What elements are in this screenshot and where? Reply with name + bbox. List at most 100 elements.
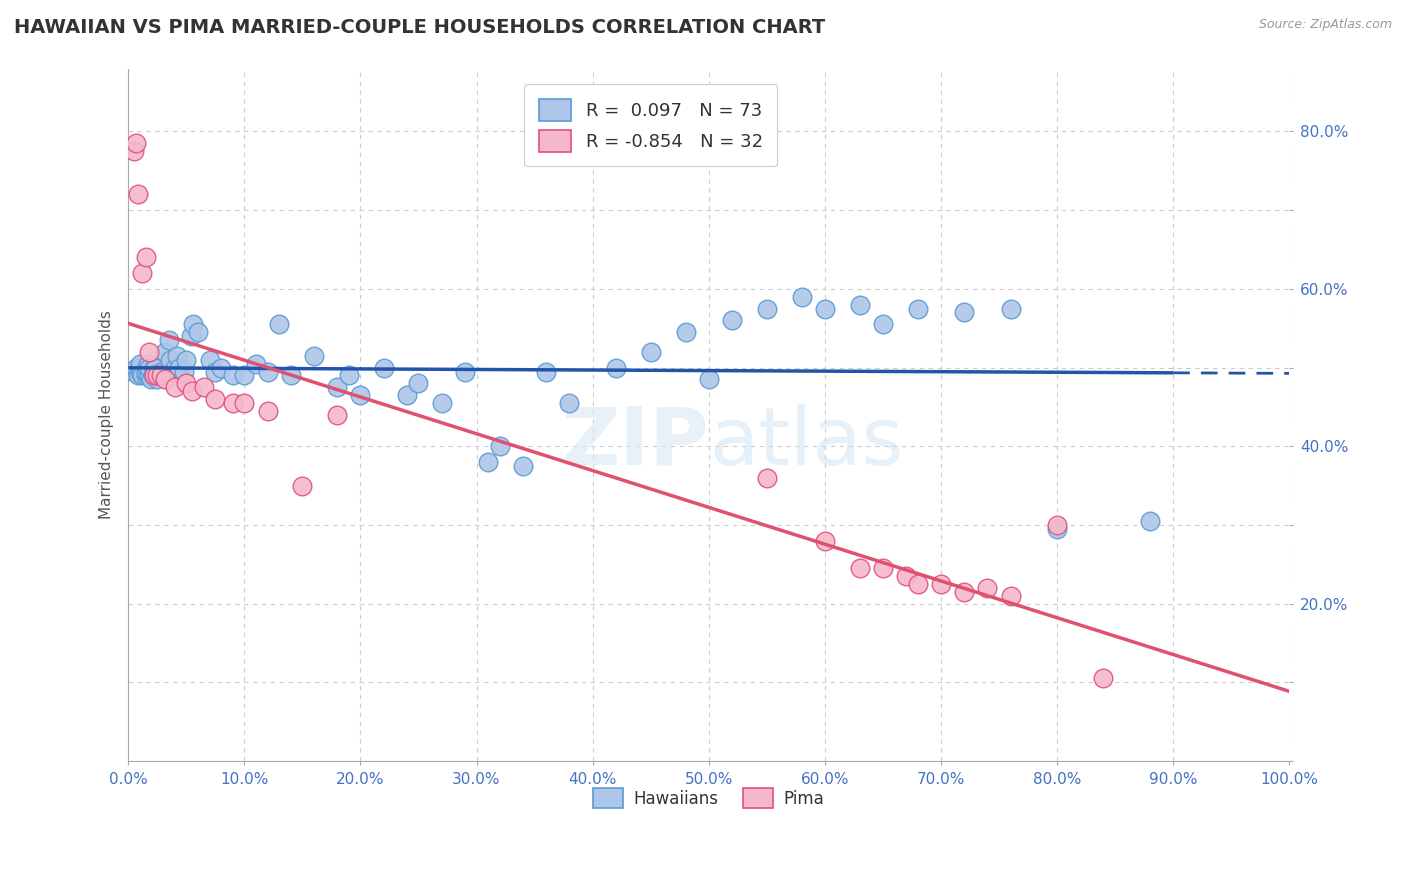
Point	[907, 301, 929, 316]
Point	[181, 384, 204, 399]
Point	[131, 266, 153, 280]
Point	[488, 439, 510, 453]
Point	[125, 136, 148, 151]
Point	[155, 372, 177, 386]
Point	[149, 364, 172, 378]
Point	[256, 364, 278, 378]
Point	[187, 325, 209, 339]
Point	[128, 360, 150, 375]
Point	[149, 368, 172, 383]
Point	[1092, 672, 1115, 686]
Point	[127, 368, 149, 383]
Point	[159, 352, 181, 367]
Point	[163, 380, 186, 394]
Point	[872, 318, 894, 332]
Point	[640, 344, 662, 359]
Point	[193, 380, 215, 394]
Point	[155, 344, 177, 359]
Point	[291, 478, 314, 492]
Point	[953, 305, 976, 319]
Point	[180, 329, 202, 343]
Point	[1046, 522, 1069, 536]
Point	[142, 368, 165, 383]
Point	[814, 301, 837, 316]
Point	[408, 376, 430, 391]
Y-axis label: Married-couple Households: Married-couple Households	[100, 310, 114, 519]
Point	[166, 349, 188, 363]
Point	[697, 372, 720, 386]
Point	[848, 561, 870, 575]
Point	[176, 376, 198, 391]
Point	[146, 372, 169, 386]
Point	[269, 318, 291, 332]
Point	[605, 360, 627, 375]
Point	[894, 569, 917, 583]
Text: atlas: atlas	[709, 403, 903, 482]
Point	[209, 360, 232, 375]
Point	[326, 380, 349, 394]
Point	[326, 408, 349, 422]
Point	[558, 396, 581, 410]
Point	[222, 368, 245, 383]
Point	[337, 368, 360, 383]
Point	[976, 581, 998, 595]
Point	[814, 533, 837, 548]
Point	[454, 364, 477, 378]
Point	[146, 368, 169, 383]
Point	[790, 290, 813, 304]
Point	[477, 455, 499, 469]
Point	[169, 360, 191, 375]
Point	[135, 251, 157, 265]
Point	[142, 364, 165, 378]
Point	[430, 396, 453, 410]
Point	[953, 585, 976, 599]
Point	[142, 360, 165, 375]
Text: ZIP: ZIP	[561, 403, 709, 482]
Point	[233, 368, 256, 383]
Point	[143, 360, 166, 375]
Point	[163, 360, 186, 375]
Point	[302, 349, 325, 363]
Point	[135, 368, 157, 383]
Point	[131, 368, 153, 383]
Point	[755, 471, 778, 485]
Point	[141, 372, 163, 386]
Point	[534, 364, 557, 378]
Point	[721, 313, 744, 327]
Point	[136, 357, 159, 371]
Point	[138, 344, 160, 359]
Point	[233, 396, 256, 410]
Point	[256, 404, 278, 418]
Point	[173, 364, 195, 378]
Point	[127, 187, 149, 202]
Point	[373, 360, 395, 375]
Point	[157, 333, 180, 347]
Point	[138, 368, 160, 383]
Point	[176, 352, 198, 367]
Point	[181, 318, 204, 332]
Legend: Hawaiians, Pima: Hawaiians, Pima	[586, 781, 831, 815]
Point	[142, 368, 165, 383]
Point	[152, 368, 174, 383]
Point	[128, 364, 150, 378]
Text: Source: ZipAtlas.com: Source: ZipAtlas.com	[1258, 18, 1392, 31]
Point	[222, 396, 245, 410]
Point	[280, 368, 302, 383]
Text: HAWAIIAN VS PIMA MARRIED-COUPLE HOUSEHOLDS CORRELATION CHART: HAWAIIAN VS PIMA MARRIED-COUPLE HOUSEHOL…	[14, 18, 825, 37]
Point	[848, 298, 870, 312]
Point	[162, 364, 184, 378]
Point	[395, 388, 418, 402]
Point	[512, 458, 534, 473]
Point	[245, 357, 267, 371]
Point	[125, 360, 148, 375]
Point	[135, 364, 157, 378]
Point	[135, 360, 157, 375]
Point	[204, 392, 226, 406]
Point	[1000, 589, 1022, 603]
Point	[149, 368, 172, 383]
Point	[872, 561, 894, 575]
Point	[1046, 518, 1069, 533]
Point	[1139, 514, 1161, 528]
Point	[138, 360, 160, 375]
Point	[204, 364, 226, 378]
